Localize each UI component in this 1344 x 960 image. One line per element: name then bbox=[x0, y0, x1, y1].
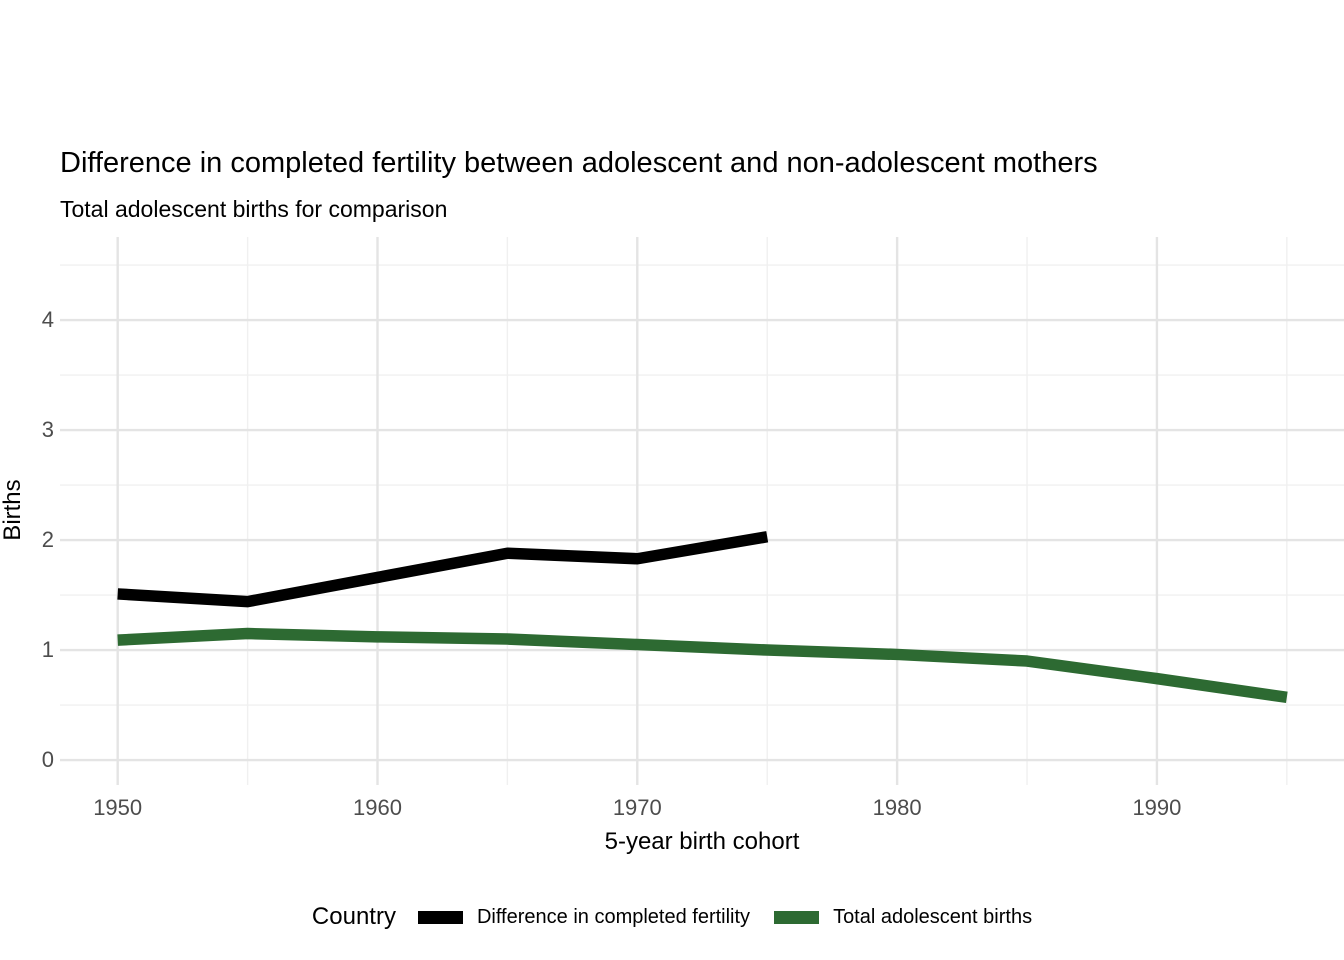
chart-title: Difference in completed fertility betwee… bbox=[60, 147, 1098, 179]
series-line-total-adolescent-births bbox=[117, 627, 1288, 704]
x-tick-label: 1970 bbox=[612, 795, 662, 820]
legend-item-label: Total adolescent births bbox=[833, 905, 1033, 928]
y-tick-label: 1 bbox=[41, 637, 54, 663]
y-tick-label: 4 bbox=[41, 307, 54, 333]
y-axis-title: Births bbox=[0, 479, 26, 541]
legend-items: Difference in completed fertility Total a… bbox=[417, 905, 1032, 929]
plot-canvas bbox=[60, 237, 1344, 785]
y-tick-label: 0 bbox=[41, 747, 54, 773]
legend-swatch-icon bbox=[417, 910, 463, 924]
chart-subtitle: Total adolescent births for comparison bbox=[60, 196, 448, 222]
x-tick-label: 1950 bbox=[93, 795, 143, 820]
y-tick-label: 3 bbox=[41, 417, 54, 443]
x-tick-label: 1960 bbox=[353, 795, 402, 820]
legend-item-label: Difference in completed fertility bbox=[476, 905, 751, 928]
x-tick-label: 1990 bbox=[1132, 795, 1182, 820]
x-tick-label: 1980 bbox=[872, 795, 922, 820]
legend-swatch-icon bbox=[774, 910, 820, 924]
legend-item-difference-in-completed-fertility: Difference in completed fertility bbox=[417, 905, 751, 929]
legend: Country Difference in completed fertilit… bbox=[0, 903, 1344, 931]
x-axis-title: 5-year birth cohort bbox=[604, 828, 800, 855]
plot-panel bbox=[60, 237, 1344, 785]
y-tick-label: 2 bbox=[41, 527, 54, 553]
legend-title: Country bbox=[311, 903, 396, 930]
series-line-difference-in-completed-fertility bbox=[117, 531, 769, 608]
legend-item-total-adolescent-births: Total adolescent births bbox=[774, 906, 1032, 929]
